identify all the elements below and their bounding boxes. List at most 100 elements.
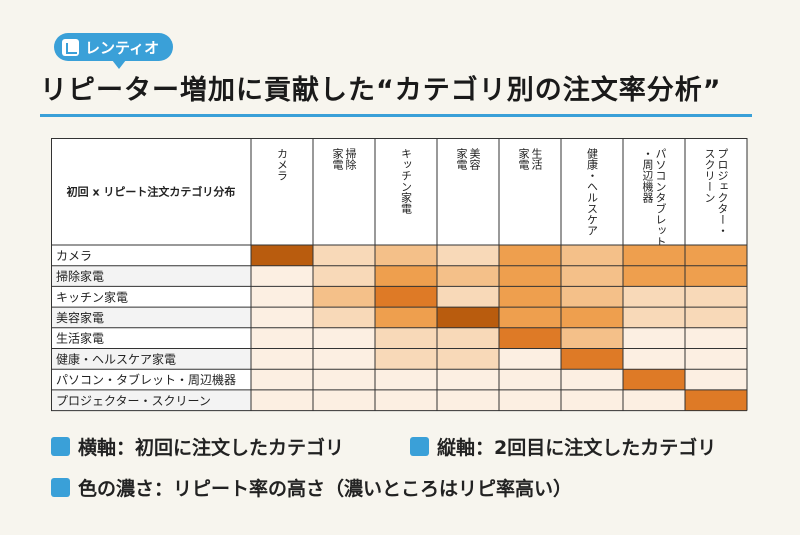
row-label-background	[51, 265, 251, 287]
brand-badge: レンティオ	[54, 33, 174, 69]
row-label-background	[51, 327, 251, 349]
heatmap-cell	[499, 369, 561, 390]
row-label-background	[51, 389, 251, 411]
heatmap-cell	[313, 286, 375, 308]
heatmap-cell	[437, 286, 499, 308]
heatmap-cell	[685, 265, 747, 287]
heatmap-cell	[437, 327, 499, 349]
heatmap-cell	[499, 389, 561, 411]
heatmap-cell	[437, 348, 499, 370]
row-label-background	[51, 286, 251, 308]
row-label: 美容家電	[56, 310, 104, 325]
heatmap-cell	[251, 389, 313, 411]
heatmap-cell	[623, 348, 685, 370]
heatmap-cell	[685, 369, 747, 390]
heatmap-cell	[561, 245, 623, 266]
title-divider	[40, 114, 752, 117]
heatmap-cell	[375, 245, 437, 266]
heatmap-cell	[437, 307, 499, 328]
heatmap-cell	[623, 286, 685, 308]
row-label: カメラ	[56, 249, 92, 263]
heatmap-cell	[251, 348, 313, 370]
column-header-4: 家電	[455, 147, 468, 170]
heatmap-cell	[437, 265, 499, 287]
heatmap-cell	[685, 348, 747, 370]
row-label: 生活家電	[56, 331, 104, 346]
heatmap-cell	[251, 265, 313, 287]
legend-y-axis: 縦軸：2回目に注文したカテゴリ	[410, 433, 716, 460]
house-check-icon	[62, 38, 79, 56]
column-header-7: ・周辺機器	[641, 148, 654, 204]
column-header-6: 健康・ヘルスケア	[586, 148, 599, 236]
brand-name: レンティオ	[85, 38, 160, 57]
legend-marker	[51, 437, 70, 456]
heatmap-cell	[623, 389, 685, 411]
legend-label: 縦軸：2回目に注文したカテゴリ	[437, 437, 717, 459]
legend-marker	[51, 478, 70, 497]
heatmap-cell	[623, 307, 685, 328]
heatmap-cell	[499, 348, 561, 370]
heatmap-cell	[623, 245, 685, 266]
row-label: キッチン家電	[56, 289, 128, 304]
heatmap-cell	[313, 245, 375, 266]
heatmap-cell	[499, 265, 561, 287]
heatmap-cell	[437, 245, 499, 266]
heatmap-cell	[313, 307, 375, 328]
heatmap-cell	[561, 389, 623, 411]
column-header-2: 掃除	[344, 147, 357, 170]
heatmap-cell	[561, 265, 623, 287]
heatmap-cell	[685, 389, 747, 411]
heatmap-cell	[499, 245, 561, 266]
heatmap-cell	[251, 307, 313, 328]
heatmap-cell	[251, 327, 313, 349]
heatmap-cell	[685, 327, 747, 349]
heatmap-cell	[313, 389, 375, 411]
heatmap-cell	[623, 327, 685, 349]
heatmap-cell	[685, 286, 747, 308]
heatmap-cell	[499, 327, 561, 349]
column-header-4: 美容	[468, 148, 481, 171]
column-header-7: パソコンタブレット	[654, 148, 667, 247]
heatmap-cell	[313, 265, 375, 287]
row-label-background	[51, 245, 251, 266]
heatmap-cell	[375, 348, 437, 370]
row-label-background	[51, 307, 251, 328]
heatmap-cell	[685, 245, 747, 266]
heatmap-cell	[375, 369, 437, 390]
column-header-8: プロジェクター・	[716, 148, 729, 236]
heatmap-cell	[313, 327, 375, 349]
column-header-3: キッチン家電	[400, 148, 413, 214]
row-label-background	[51, 369, 251, 390]
heatmap-cell	[251, 245, 313, 266]
heatmap-cell	[313, 348, 375, 370]
heatmap-cell	[685, 307, 747, 328]
heatmap-cell	[375, 265, 437, 287]
legend-marker	[410, 437, 429, 456]
legend-label: 横軸：初回に注文したカテゴリ	[78, 437, 345, 459]
heatmap-cell	[375, 307, 437, 328]
row-label: 掃除家電	[56, 269, 104, 284]
heatmap-cell	[561, 286, 623, 308]
heatmap-cell	[561, 348, 623, 370]
heatmap-cell	[623, 265, 685, 287]
heatmap-cell	[251, 369, 313, 390]
column-header-8: スクリーン	[703, 148, 716, 203]
heatmap-cell	[437, 369, 499, 390]
row-label: プロジェクター・スクリーン	[56, 394, 211, 408]
heatmap-cell	[375, 286, 437, 308]
heatmap-cell	[437, 389, 499, 411]
row-label-background	[51, 348, 251, 370]
heatmap-table: 初回 x リピート注文カテゴリ分布 カメラ 掃除 家電 キッチン家電 美容 家電 生活 家電 健康…	[51, 138, 751, 416]
column-header-5: 家電	[517, 147, 530, 170]
heatmap-cell	[499, 286, 561, 308]
legend-color-intensity: 色の濃さ：リピート率の高さ（濃いところはリピ率高い）	[51, 474, 572, 501]
corner-label: 初回 x リピート注文カテゴリ分布	[67, 185, 236, 199]
heatmap-cell	[313, 369, 375, 390]
legend-x-axis: 横軸：初回に注文したカテゴリ	[51, 433, 344, 460]
page-title: リピーター増加に貢献した“カテゴリ別の注文率分析”	[40, 75, 722, 106]
column-header-1: カメラ	[276, 148, 289, 181]
heatmap-cell	[561, 307, 623, 328]
row-label: パソコン・タブレット・周辺機器	[56, 372, 236, 387]
heatmap-cell	[375, 327, 437, 349]
